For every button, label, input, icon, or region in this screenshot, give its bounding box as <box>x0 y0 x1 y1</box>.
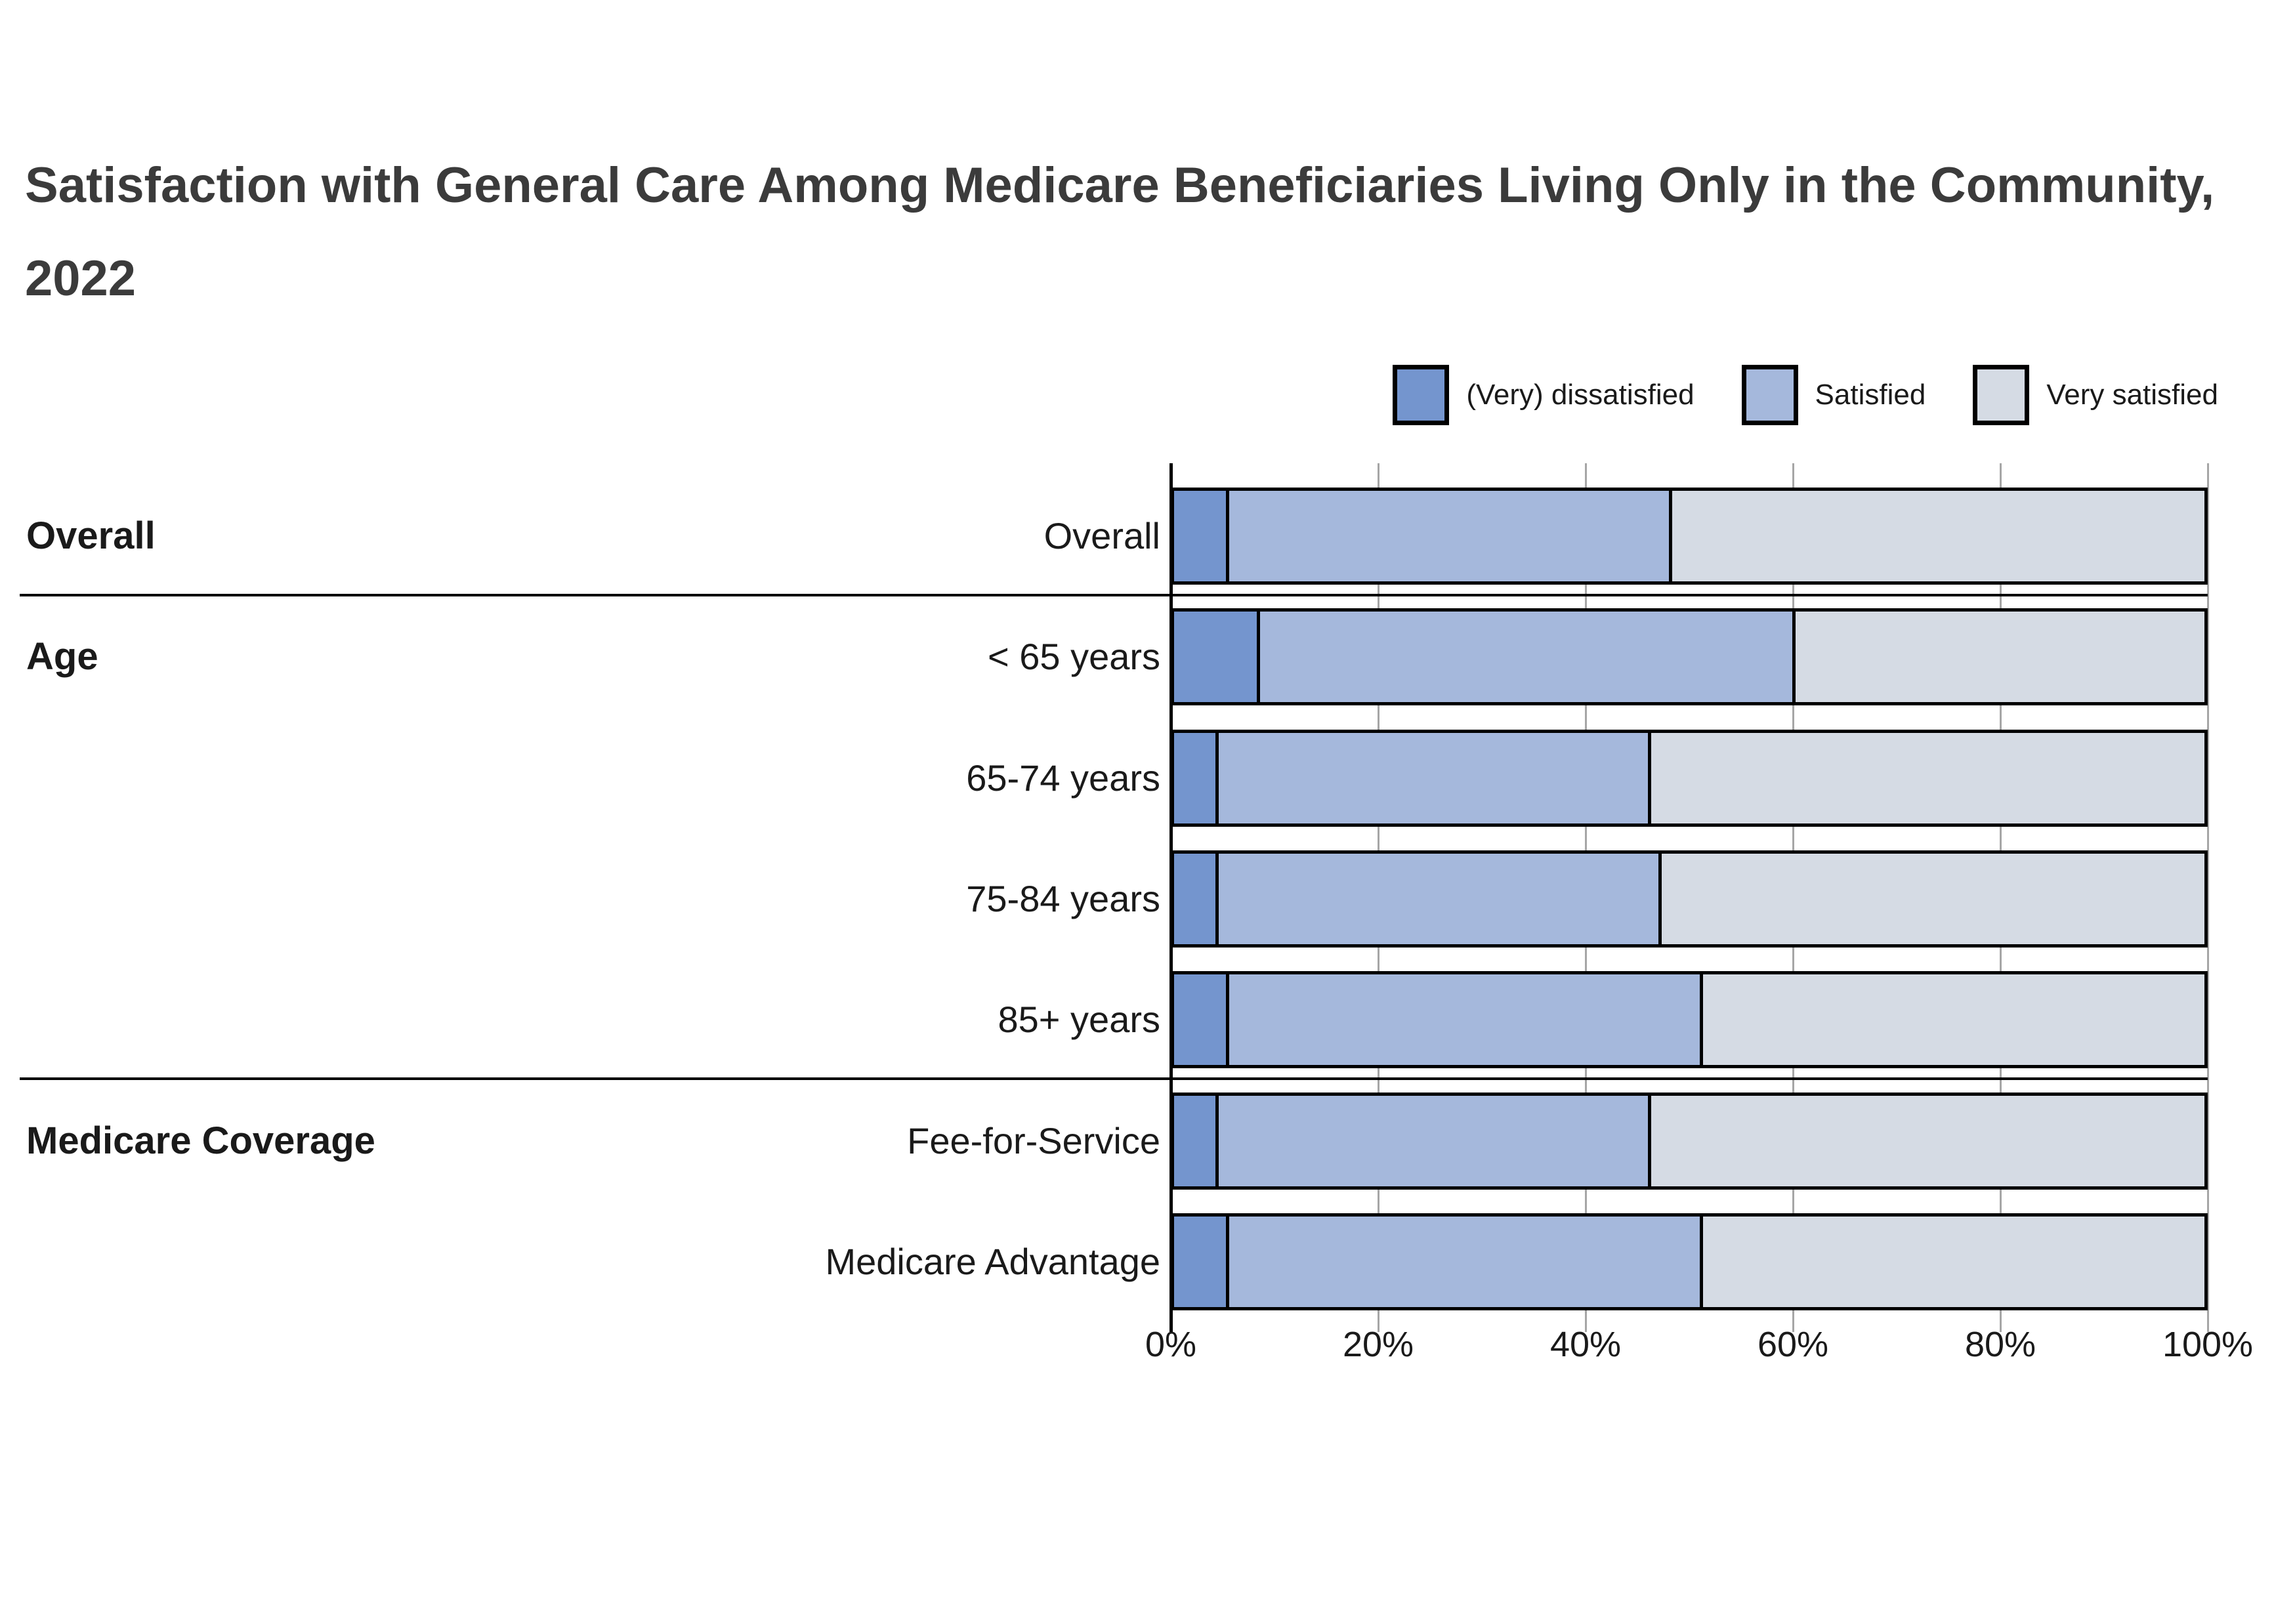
row-label-65-74-years: 65-74 years <box>966 757 1160 799</box>
bar-row-65-74-years <box>1171 730 2208 827</box>
bar-row-75-84-years <box>1171 850 2208 947</box>
x-tick-label-80: 80% <box>1964 1325 2036 1364</box>
row-label-85-years: 85+ years <box>998 999 1161 1040</box>
bar-row-85-years <box>1171 971 2208 1068</box>
section-divider-1 <box>20 594 2208 596</box>
legend-item-very-satisfied: Very satisfied <box>1973 365 2218 425</box>
chart-title: Satisfaction with General Care Among Med… <box>25 157 2215 306</box>
row-label-medicare-advantage: Medicare Advantage <box>825 1241 1160 1282</box>
legend-label-satisfied: Satisfied <box>1815 379 1926 411</box>
bar-segment-very-satisfied <box>1699 1217 2204 1307</box>
legend-swatch-satisfied <box>1741 365 1798 425</box>
legend: (Very) dissatisfied Satisfied Very satisfi… <box>1345 365 2218 425</box>
group-label-overall: Overall <box>26 514 156 557</box>
bar-segment-very-dissatisfied <box>1174 1096 1215 1186</box>
legend-item-very-dissatisfied: (Very) dissatisfied <box>1393 365 1695 425</box>
bar-segment-very-satisfied <box>1648 1096 2204 1186</box>
legend-label-very-dissatisfied: (Very) dissatisfied <box>1466 379 1695 411</box>
bar-segment-satisfied <box>1215 854 1658 944</box>
row-label-75-84-years: 75-84 years <box>966 878 1160 919</box>
bar-row-fee-for-service <box>1171 1093 2208 1190</box>
bar-row-overall <box>1171 488 2208 585</box>
legend-item-satisfied: Satisfied <box>1741 365 1926 425</box>
legend-label-very-satisfied: Very satisfied <box>2046 379 2218 411</box>
bar-segment-very-dissatisfied <box>1174 854 1215 944</box>
row-label-65-years: < 65 years <box>987 636 1160 677</box>
legend-swatch-very-satisfied <box>1973 365 2030 425</box>
bar-segment-very-dissatisfied <box>1174 733 1215 823</box>
group-label-age: Age <box>26 635 98 678</box>
bar-segment-satisfied <box>1225 974 1700 1065</box>
bar-segment-satisfied <box>1215 1096 1649 1186</box>
bar-segment-satisfied <box>1215 733 1649 823</box>
row-label-overall: Overall <box>1043 515 1160 556</box>
x-tick-label-40: 40% <box>1549 1325 1622 1364</box>
bar-segment-very-dissatisfied <box>1174 491 1226 581</box>
x-tick-label-0: 0% <box>1145 1325 1197 1364</box>
row-label-fee-for-service: Fee-for-Service <box>907 1120 1160 1161</box>
group-label-medicare-coverage: Medicare Coverage <box>26 1119 375 1162</box>
bar-segment-very-satisfied <box>1792 612 2204 702</box>
bar-segment-very-dissatisfied <box>1174 1217 1226 1307</box>
x-tick-label-100: 100% <box>2162 1325 2254 1364</box>
section-divider-2 <box>20 1077 2208 1080</box>
gridline-100 <box>2207 463 2209 1332</box>
x-tick-label-20: 20% <box>1342 1325 1414 1364</box>
bar-segment-very-dissatisfied <box>1174 974 1226 1065</box>
bar-segment-very-satisfied <box>1699 974 2204 1065</box>
x-tick-label-60: 60% <box>1757 1325 1829 1364</box>
bar-row-medicare-advantage <box>1171 1213 2208 1310</box>
bar-segment-very-satisfied <box>1668 491 2204 581</box>
bar-segment-very-satisfied <box>1648 733 2204 823</box>
legend-swatch-very-dissatisfied <box>1393 365 1450 425</box>
bar-segment-satisfied <box>1225 491 1669 581</box>
bar-row-65-years <box>1171 608 2208 705</box>
bar-segment-very-satisfied <box>1658 854 2204 944</box>
bar-segment-satisfied <box>1256 612 1792 702</box>
bar-segment-satisfied <box>1225 1217 1700 1307</box>
bar-segment-very-dissatisfied <box>1174 612 1257 702</box>
